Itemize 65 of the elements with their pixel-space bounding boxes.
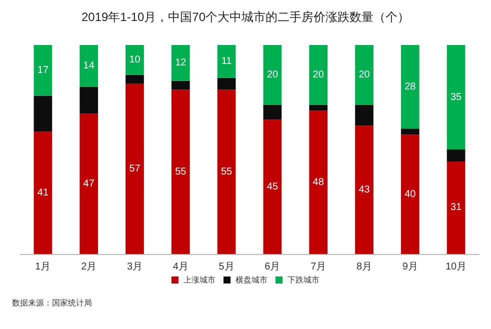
data-label: 17 bbox=[37, 64, 49, 76]
bar bbox=[217, 90, 236, 254]
data-label: 55 bbox=[175, 166, 187, 178]
bar bbox=[171, 45, 190, 81]
data-label: 43 bbox=[358, 184, 370, 196]
bar bbox=[217, 78, 236, 90]
data-label: 20 bbox=[312, 69, 324, 80]
x-tick-label: 1月 bbox=[35, 262, 51, 272]
bar bbox=[263, 104, 282, 120]
data-label: 11 bbox=[221, 56, 232, 67]
bar bbox=[355, 126, 374, 254]
bar bbox=[217, 45, 236, 78]
bar bbox=[126, 45, 144, 75]
data-label: 10 bbox=[129, 54, 141, 66]
bar bbox=[446, 150, 466, 162]
data-label: 20 bbox=[358, 69, 370, 80]
bar bbox=[171, 80, 190, 90]
bar bbox=[263, 45, 282, 105]
bar bbox=[34, 45, 52, 96]
data-label: 31 bbox=[450, 202, 462, 214]
x-tick-label: 6月 bbox=[264, 262, 280, 272]
data-label: 40 bbox=[404, 188, 416, 200]
bar bbox=[80, 114, 98, 254]
x-tick-label: 10月 bbox=[445, 262, 467, 272]
x-tick-label: 9月 bbox=[402, 262, 418, 272]
chart-title: 2019年1-10月，中国70个大中城市的二手房价涨跌数量（个） bbox=[81, 10, 410, 24]
data-label: 57 bbox=[129, 163, 141, 174]
x-tick-label: 4月 bbox=[172, 262, 188, 272]
source-note: 数据来源：国家统计局 bbox=[12, 298, 92, 308]
data-label: 47 bbox=[83, 178, 95, 190]
bar bbox=[446, 45, 466, 150]
data-label: 45 bbox=[266, 181, 278, 192]
bar bbox=[171, 90, 190, 254]
bar bbox=[34, 132, 52, 254]
bar bbox=[263, 120, 282, 254]
x-tick-label: 3月 bbox=[126, 262, 143, 272]
bar bbox=[309, 45, 328, 105]
bar bbox=[34, 96, 52, 132]
bar bbox=[446, 161, 466, 254]
bar bbox=[309, 110, 328, 254]
data-label: 28 bbox=[404, 81, 416, 92]
data-label: 55 bbox=[220, 166, 233, 178]
x-tick-label: 8月 bbox=[356, 262, 372, 272]
bar bbox=[309, 104, 328, 111]
legend-label: 下跌城市 bbox=[288, 276, 320, 284]
x-tick-label: 2月 bbox=[81, 262, 97, 272]
data-label: 20 bbox=[266, 69, 278, 80]
legend-label: 横盘城市 bbox=[236, 276, 268, 284]
bar bbox=[80, 86, 98, 114]
bar bbox=[400, 134, 420, 254]
bar bbox=[355, 104, 374, 126]
x-tick-label: 7月 bbox=[310, 262, 326, 272]
x-tick-label: 5月 bbox=[218, 262, 234, 272]
data-label: 41 bbox=[37, 187, 49, 198]
bar bbox=[400, 128, 420, 135]
data-label: 48 bbox=[312, 176, 324, 188]
data-label: 14 bbox=[83, 60, 95, 72]
bar bbox=[126, 74, 144, 84]
bar bbox=[400, 45, 420, 129]
data-label: 12 bbox=[175, 57, 187, 68]
data-label: 35 bbox=[450, 92, 462, 103]
bar bbox=[80, 45, 98, 87]
bar bbox=[126, 84, 144, 254]
bar bbox=[355, 45, 374, 105]
legend-label: 上涨城市 bbox=[184, 276, 216, 284]
